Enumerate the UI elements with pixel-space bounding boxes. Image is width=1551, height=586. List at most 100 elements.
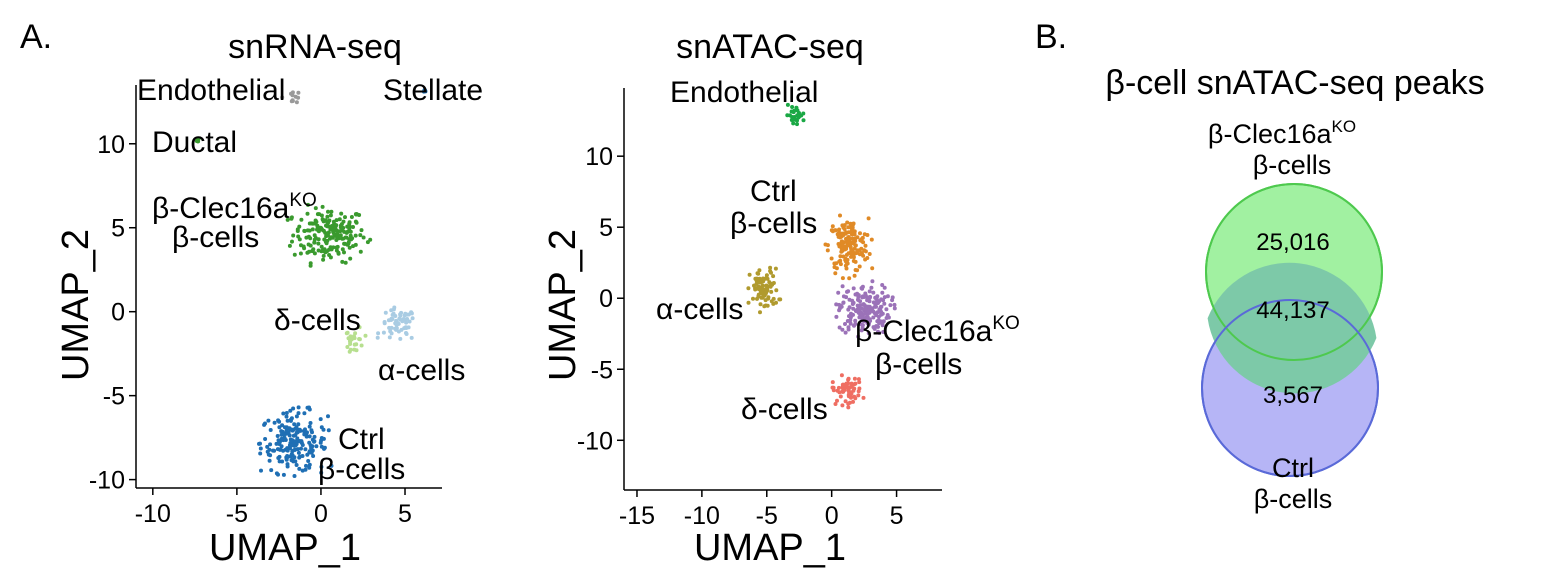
x-tick-label: -10 [684, 502, 720, 530]
cell-point [284, 414, 289, 419]
cell-point [845, 220, 850, 225]
cell-point [292, 422, 297, 427]
cell-point [856, 310, 861, 315]
cell-point [350, 236, 355, 241]
snatac-y-axis-label: UMAP_2 [542, 229, 584, 381]
venn-circle-ko-outline [1205, 183, 1383, 361]
cell-point [789, 109, 794, 114]
cell-point [852, 386, 857, 391]
cell-point [333, 222, 338, 227]
cell-point [340, 247, 345, 252]
y-tick-label: 0 [599, 285, 613, 313]
snrna-label-beta-ko: β-Clec16aKO [152, 190, 317, 225]
cell-point [846, 405, 851, 410]
cell-point [272, 448, 277, 453]
cell-point [319, 464, 324, 469]
snrna-label-beta-ko-sup: KO [289, 190, 316, 211]
snatac-label-alpha: α-cells [656, 293, 743, 326]
cell-point [310, 437, 315, 442]
cell-point [276, 418, 281, 423]
venn-set-ko-sup: KO [1332, 117, 1357, 136]
cell-point [291, 233, 296, 238]
cell-point [307, 465, 312, 470]
cell-point [848, 321, 853, 326]
cell-point [880, 283, 885, 287]
snrna-label-beta-ko-name: β-Clec16a [152, 192, 290, 225]
cell-point [871, 290, 876, 295]
cell-point [870, 279, 875, 284]
cell-point [874, 300, 879, 305]
cell-point [873, 295, 878, 300]
cell-point [313, 206, 318, 211]
cell-point [300, 454, 305, 458]
cell-point [847, 276, 852, 281]
snrna-label-endothelial: Endothelial [137, 74, 285, 107]
cell-point [326, 414, 330, 419]
cell-point [837, 227, 842, 232]
cell-point [863, 243, 868, 248]
cell-point [867, 289, 872, 294]
cell-point [395, 321, 400, 325]
cell-point [328, 255, 333, 260]
cell-point [876, 329, 880, 334]
cell-point [296, 234, 301, 239]
x-tick-label: -5 [756, 502, 778, 530]
cell-point [751, 296, 755, 301]
cell-point [290, 239, 294, 244]
cell-point [880, 320, 885, 325]
cell-point [774, 300, 778, 305]
cell-point [328, 236, 332, 241]
cell-point [398, 312, 403, 317]
cell-point [314, 444, 319, 449]
cell-point [297, 466, 302, 471]
cell-point [311, 454, 316, 458]
cell-point [852, 273, 857, 278]
cell-point [282, 432, 287, 437]
cell-point [857, 380, 862, 385]
snatac-title: snATAC-seq [676, 28, 864, 66]
cell-point [267, 458, 272, 463]
cell-point [862, 248, 867, 253]
cell-point [347, 237, 352, 242]
cell-point [309, 446, 314, 450]
cell-point [839, 373, 844, 378]
cell-point [865, 298, 870, 303]
cell-point [303, 427, 307, 432]
cell-point [882, 301, 887, 306]
cell-point [328, 213, 333, 218]
cell-point [319, 470, 324, 475]
cluster-ctrl-0 [823, 213, 875, 281]
cell-point [353, 219, 358, 224]
cell-point [753, 276, 758, 281]
cell-point [296, 405, 301, 410]
snrna-title: snRNA-seq [228, 28, 402, 66]
cell-point [756, 271, 761, 276]
cell-point [353, 331, 358, 336]
cell-point [892, 306, 897, 311]
cell-point [277, 425, 282, 430]
cell-point [837, 308, 842, 313]
cell-point [265, 449, 270, 454]
cell-point [308, 263, 313, 268]
cell-point [309, 221, 314, 226]
cell-point [294, 100, 299, 105]
cell-point [280, 429, 285, 434]
cell-point [853, 268, 858, 272]
cell-point [759, 280, 764, 285]
cell-point [870, 266, 875, 271]
cell-point [403, 311, 408, 316]
cell-point [305, 211, 310, 216]
cluster-ductal-5 [194, 136, 201, 144]
cell-point [762, 276, 767, 281]
cell-point [801, 118, 806, 123]
cell-point [326, 230, 331, 235]
cell-point [856, 377, 861, 382]
cell-point [407, 319, 412, 324]
cell-point [847, 314, 851, 319]
cell-point [346, 336, 351, 341]
venn-set-ko-label-line2: β-cells [1253, 150, 1332, 180]
x-tick-label: 5 [398, 500, 412, 528]
cell-point [836, 290, 841, 295]
panel-label-a: A. [20, 18, 52, 56]
cell-point [307, 462, 312, 467]
